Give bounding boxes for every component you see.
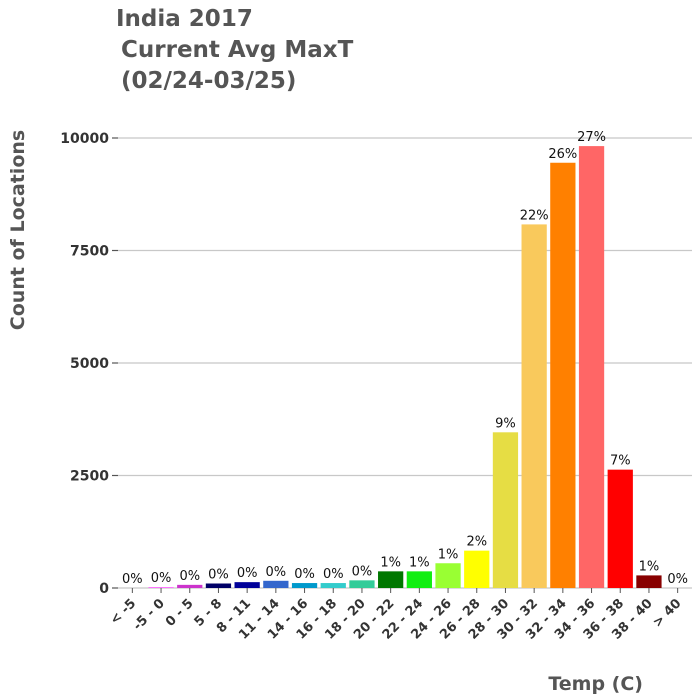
bar — [320, 583, 346, 588]
bar-percent-label: 0% — [352, 564, 373, 579]
chart-title-line-3: (02/24-03/25) — [121, 68, 296, 94]
bar — [263, 580, 289, 588]
bar — [521, 224, 547, 588]
bar — [177, 584, 203, 588]
chart-title: India 2017 Current Avg MaxT (02/24-03/25… — [116, 6, 354, 94]
bar-percent-label: 0% — [667, 572, 688, 587]
y-tick-label: 7500 — [70, 244, 109, 260]
bar — [349, 580, 375, 588]
bar-percent-label: 1% — [639, 559, 660, 574]
bar-percent-label: 0% — [208, 568, 229, 583]
bar-percent-label: 22% — [520, 208, 549, 223]
bar-percent-label: 1% — [380, 555, 401, 570]
y-tick-label: 5000 — [70, 356, 109, 372]
y-axis-ticks: 0 2500 5000 7500 10000 — [60, 131, 118, 597]
x-tick-label: 0 - 5 — [163, 596, 197, 630]
bar-percent-label: 27% — [577, 130, 606, 145]
bar-percent-label: 26% — [548, 147, 577, 162]
bar — [148, 587, 174, 588]
bar — [464, 550, 490, 588]
bar — [550, 162, 576, 588]
bar-percent-label: 1% — [438, 547, 459, 562]
data-labels: 0% 0% 0% 0% 0% 0% 0% 0% 0% 1% 1% 1% 2% 9% 22% 26%27% 7% 1… — [122, 130, 688, 587]
bar — [492, 432, 519, 588]
bar-percent-label: 0% — [266, 565, 287, 580]
bar-percent-label: 7% — [610, 454, 631, 469]
y-tick-label: 2500 — [70, 469, 109, 485]
bars — [148, 146, 662, 588]
bar — [607, 469, 633, 588]
bar-percent-label: 2% — [466, 535, 487, 550]
x-tick-label: > 40 — [650, 596, 684, 630]
bar-percent-label: 0% — [237, 566, 258, 581]
bar-percent-label: 1% — [409, 555, 430, 570]
bar-percent-label: 0% — [323, 567, 344, 582]
y-tick-label: 10000 — [60, 131, 109, 147]
chart-title-line-2: Current Avg MaxT — [121, 37, 354, 63]
bar — [205, 583, 232, 588]
bar — [435, 563, 461, 588]
gridlines — [118, 137, 692, 589]
y-tick-label: 0 — [99, 581, 109, 597]
bar — [291, 583, 318, 588]
bar-percent-label: 0% — [179, 569, 200, 584]
bar-percent-label: 0% — [122, 572, 143, 587]
bar — [234, 582, 260, 588]
bar — [636, 575, 662, 588]
bar — [578, 146, 605, 588]
y-axis-title: Count of Locations — [7, 130, 29, 330]
x-axis-title: Temp (C) — [548, 673, 643, 695]
bar — [406, 571, 432, 588]
bar-percent-label: 0% — [294, 567, 315, 582]
bar-percent-label: 0% — [151, 571, 172, 586]
chart-title-line-1: India 2017 — [116, 6, 253, 32]
x-tick-label: -5 - 0 — [130, 596, 167, 633]
bar — [378, 571, 404, 588]
bar-percent-label: 9% — [495, 416, 516, 431]
